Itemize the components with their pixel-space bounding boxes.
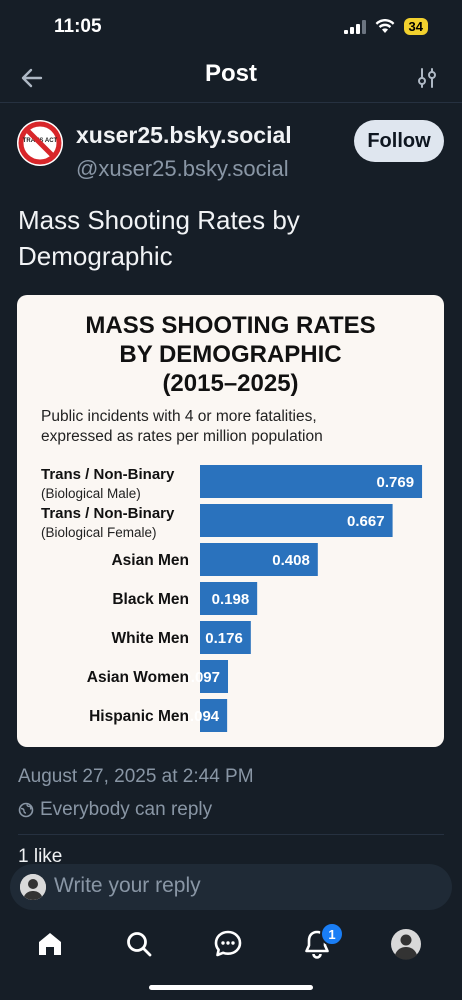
chart-title: MASS SHOOTING RATES BY DEMOGRAPHIC (2015… (17, 311, 444, 398)
bar (200, 465, 423, 498)
category-label: Black Men (112, 591, 189, 608)
notification-badge: 1 (320, 922, 344, 946)
bar (200, 660, 229, 693)
bar (200, 621, 251, 654)
like-count[interactable]: 1 like (18, 846, 63, 867)
user-avatar (20, 874, 46, 900)
author-handle[interactable]: @xuser25.bsky.social (76, 156, 289, 181)
bottom-tab-bar (0, 914, 462, 974)
category-label: White Men (112, 630, 190, 647)
reply-setting-label: Everybody can reply (40, 799, 213, 820)
search-icon[interactable] (123, 928, 155, 960)
profile-avatar-icon[interactable] (390, 928, 422, 960)
top-nav: Post (0, 56, 462, 102)
user-avatar-icon (20, 874, 46, 900)
chat-icon[interactable] (212, 928, 244, 960)
bar-value-label: 0.097 (182, 669, 220, 686)
category-label: Trans / Non-Binary (41, 466, 175, 483)
bar-value-label: 0.408 (272, 552, 310, 569)
bar-value-label: 0.667 (347, 513, 385, 530)
globe-icon (18, 802, 34, 818)
no-symbol-icon: TRANS ACT (18, 121, 62, 165)
follow-button[interactable]: Follow (354, 120, 444, 162)
category-label: Asian Men (111, 552, 189, 569)
meta-divider (18, 834, 444, 835)
system-icons: 34 (343, 18, 428, 35)
author-avatar[interactable]: TRANS ACT (17, 120, 63, 166)
chart-subtitle-line: Public incidents with 4 or more fataliti… (41, 408, 317, 425)
reply-composer[interactable]: Write your reply (10, 864, 452, 910)
chart-subtitle: Public incidents with 4 or more fataliti… (41, 407, 431, 447)
bar-value-label: 0.769 (377, 474, 415, 491)
bar (200, 543, 318, 576)
wifi-icon (375, 19, 394, 33)
reply-setting: Everybody can reply (18, 799, 212, 821)
header-divider (0, 102, 462, 103)
chart-subtitle-line: expressed as rates per million populatio… (41, 428, 323, 445)
home-icon[interactable] (34, 928, 66, 960)
page-title: Post (204, 60, 257, 87)
chart-title-line: MASS SHOOTING RATES (85, 312, 376, 339)
bar (200, 504, 393, 537)
category-label: Trans / Non-Binary (41, 505, 175, 522)
bar-value-label: 0.198 (212, 591, 250, 608)
category-label: Asian Women (87, 669, 189, 686)
category-label: Hispanic Men (89, 708, 189, 725)
bar-value-label: 0.094 (182, 708, 220, 725)
author-display-name[interactable]: xuser25.bsky.social (76, 122, 292, 148)
reply-placeholder: Write your reply (54, 874, 201, 897)
cellular-signal-icon (343, 19, 366, 34)
chart-title-line: BY DEMOGRAPHIC (119, 341, 342, 368)
post-date: August 27, 2025 at 2:44 PM (18, 766, 254, 787)
bar-value-label: 0.176 (205, 630, 243, 647)
sliders-icon[interactable] (416, 66, 438, 90)
bar-chart: 0.769 Trans / Non-Binary (Biological Male)… (41, 465, 423, 732)
bar (200, 699, 228, 732)
back-arrow-icon[interactable] (20, 66, 44, 90)
status-time: 11:05 (54, 16, 102, 37)
battery-level: 34 (403, 18, 428, 35)
bar (200, 582, 258, 615)
category-sublabel: (Biological Male) (41, 486, 141, 501)
post-text: Mass Shooting Rates by Demographic (18, 205, 300, 271)
post-image-chart[interactable]: MASS SHOOTING RATES BY DEMOGRAPHIC (2015… (17, 295, 444, 747)
status-bar: 11:05 34 (0, 0, 462, 56)
category-sublabel: (Biological Female) (41, 525, 157, 540)
home-indicator (149, 985, 313, 990)
chart-title-line: (2015–2025) (162, 370, 299, 397)
